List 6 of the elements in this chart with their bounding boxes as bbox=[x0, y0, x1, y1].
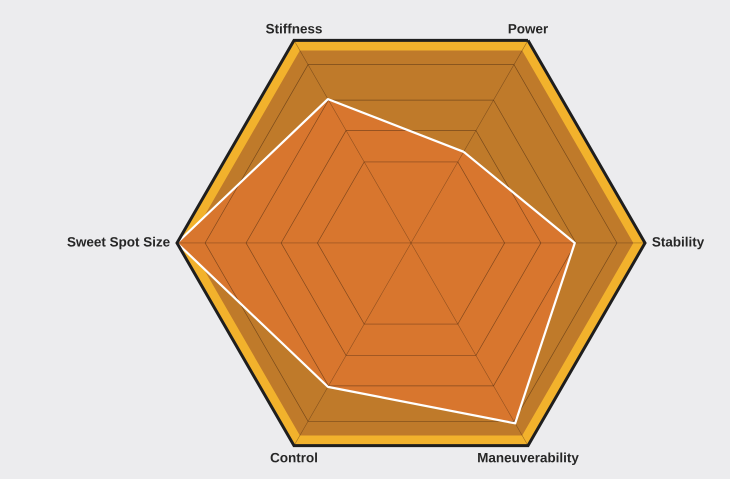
spoke-label: Control bbox=[270, 452, 317, 462]
spoke-label: Maneuverability bbox=[478, 452, 579, 466]
spoke-label: Sweet Spot Size bbox=[67, 236, 170, 250]
spoke-label: Stiffness bbox=[266, 24, 322, 34]
spoke-label: Power bbox=[508, 24, 548, 34]
spoke-label: Stability bbox=[652, 236, 704, 250]
